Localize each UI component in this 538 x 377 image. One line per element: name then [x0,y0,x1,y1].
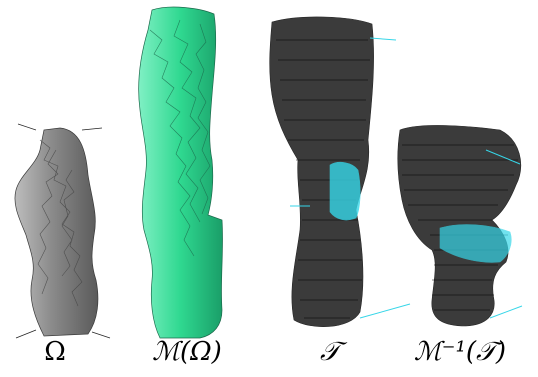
caption-omega: Ω [44,337,66,367]
caption-t: 𝒯 [320,337,340,367]
contour-stack-inverse [397,125,523,327]
caption-inverse-t: ℳ⁻¹(𝒯) [413,337,507,367]
mesh-mapped-omega [138,6,223,339]
caption-mapped-omega: ℳ(Ω) [152,337,222,367]
mesh-omega [14,123,111,339]
contour-stack-t [269,16,411,328]
